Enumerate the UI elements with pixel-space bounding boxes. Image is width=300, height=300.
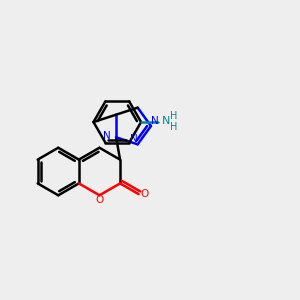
Text: O: O — [95, 195, 104, 205]
Text: N: N — [162, 116, 170, 126]
Text: N: N — [130, 134, 138, 144]
Text: O: O — [140, 189, 148, 199]
Text: N: N — [151, 116, 158, 126]
Text: H: H — [170, 122, 178, 131]
Text: H: H — [170, 111, 178, 122]
Text: N: N — [103, 130, 110, 141]
